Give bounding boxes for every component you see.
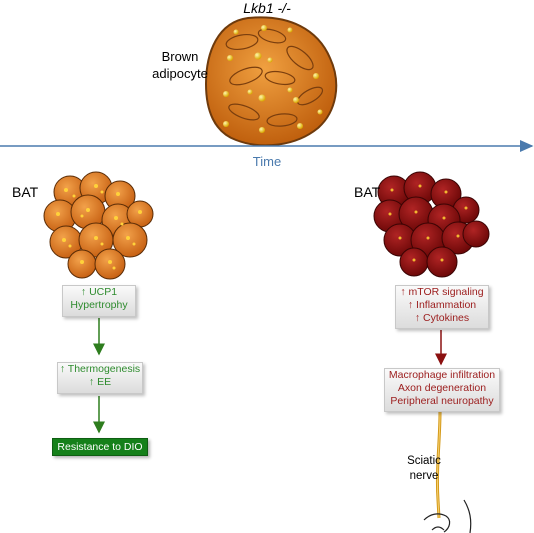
leg-outline — [423, 499, 472, 533]
left-box-thermogenesis: ↑ Thermogenesis ↑ EE — [57, 362, 143, 394]
bat-healthy-droplets — [56, 184, 142, 270]
brown-adipocyte-label: Brown adipocyte — [152, 49, 208, 81]
bat-label-right: BAT — [354, 184, 381, 200]
ee-line: ↑ EE — [88, 376, 112, 388]
neuropathy-line: Peripheral neuropathy — [390, 395, 494, 407]
hypertrophy-line: Hypertrophy — [70, 299, 128, 311]
inflammation-line: ↑ Inflammation — [407, 299, 477, 311]
bat-label-left: BAT — [12, 184, 39, 200]
axon-line: Axon degeneration — [397, 382, 487, 394]
ucp1-line: ↑ UCP1 — [80, 286, 118, 298]
cytokines-line: ↑ Cytokines — [414, 312, 470, 324]
macrophage-line: Macrophage infiltration — [388, 369, 496, 381]
right-box-neuropathy: Macrophage infiltration Axon degeneratio… — [384, 368, 500, 412]
brown-adipocyte-illustration — [204, 16, 338, 147]
sciatic-nerve-label: Sciatic nerve — [407, 455, 441, 482]
time-label: Time — [252, 154, 282, 169]
bat-cluster-diseased — [373, 171, 490, 278]
page-title: Lkb1 -/- — [243, 0, 291, 16]
bat-cluster-healthy — [43, 171, 154, 280]
resistance-to-dio-box: Resistance to DIO — [52, 438, 148, 456]
left-box-ucp1: ↑ UCP1 Hypertrophy — [62, 285, 136, 317]
bat-diseased-droplets — [388, 184, 468, 262]
mtor-line: ↑ mTOR signaling — [400, 286, 484, 298]
thermogenesis-line: ↑ Thermogenesis — [59, 363, 141, 375]
right-box-mtor: ↑ mTOR signaling ↑ Inflammation ↑ Cytoki… — [395, 285, 489, 329]
